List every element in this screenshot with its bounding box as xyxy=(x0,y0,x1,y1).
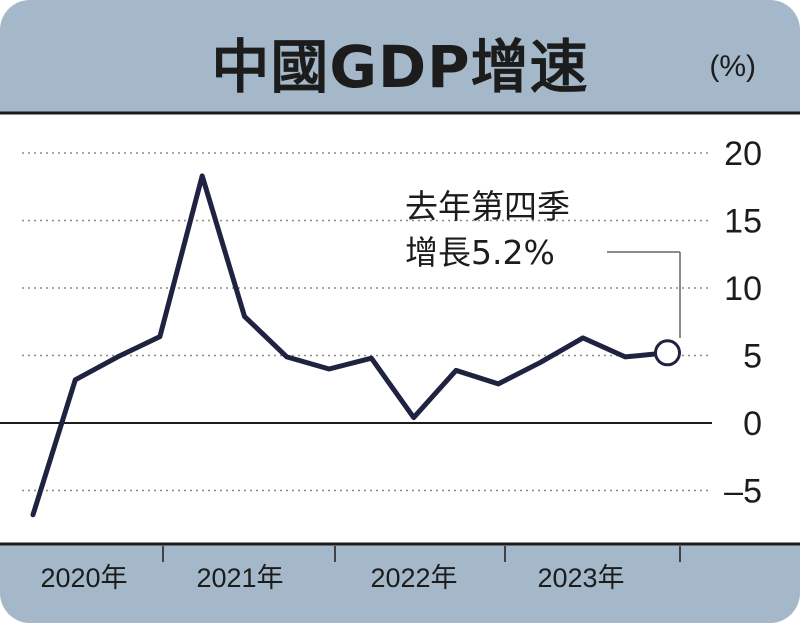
year-separators xyxy=(162,546,681,562)
y-tick-label: 15 xyxy=(724,203,762,241)
grid-lines xyxy=(0,152,712,492)
y-tick-label: 5 xyxy=(743,338,762,376)
year-label: 2023年 xyxy=(537,563,624,593)
y-tick-label: 20 xyxy=(724,135,762,173)
last-point-marker xyxy=(654,339,681,367)
chart-title: 中國GDP增速 xyxy=(211,33,589,101)
unit-label: (%) xyxy=(709,50,756,83)
chart-header: 中國GDP增速 (%) xyxy=(0,0,800,112)
y-tick-label: 0 xyxy=(743,405,762,443)
year-label: 2020年 xyxy=(40,563,127,593)
year-label: 2021年 xyxy=(196,563,283,593)
year-label: 2022年 xyxy=(370,563,457,593)
annotation-line2: 增長5.2% xyxy=(405,233,555,272)
year-axis-band xyxy=(0,545,800,623)
year-labels: 2020年 2021年 2022年 2023年 xyxy=(40,563,624,593)
y-tick-label: 10 xyxy=(724,270,762,308)
gdp-series-line xyxy=(30,173,670,518)
annotation-line1: 去年第四季 xyxy=(405,187,570,226)
y-axis-ticks: 20 15 10 5 0 –5 xyxy=(724,135,762,511)
y-tick-label: –5 xyxy=(724,473,762,511)
